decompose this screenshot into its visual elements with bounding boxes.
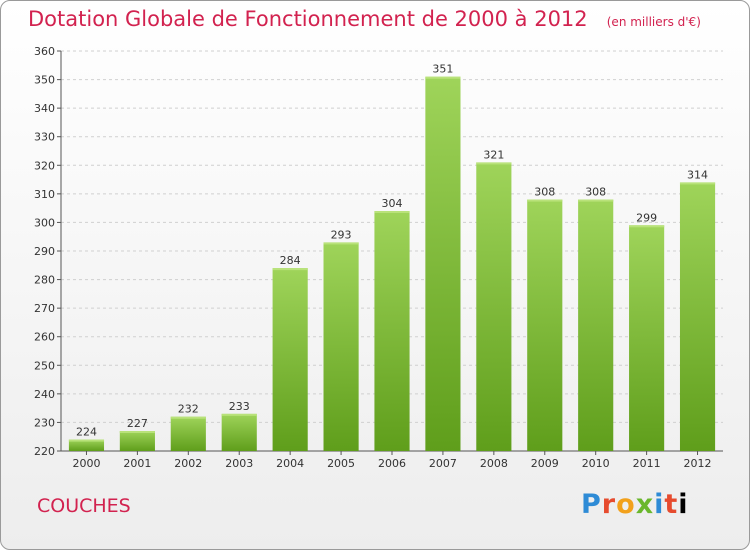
data-label: 304	[382, 197, 403, 210]
y-tick-label: 310	[34, 188, 55, 201]
data-label: 224	[76, 426, 97, 439]
y-tick-label: 350	[34, 74, 55, 87]
data-label: 321	[483, 148, 504, 161]
y-tick-label: 280	[34, 274, 55, 287]
y-tick-label: 240	[34, 388, 55, 401]
y-tick-label: 290	[34, 245, 55, 258]
y-tick-label: 250	[34, 359, 55, 372]
chart-title: Dotation Globale de Fonctionnement de 20…	[28, 7, 588, 31]
x-tick-label: 2001	[123, 457, 151, 470]
y-tick-label: 220	[34, 445, 55, 458]
labels: 224 227 232 233 284 293 304 351 321 308 308 299 314	[76, 63, 708, 439]
x-tick-label: 2008	[480, 457, 508, 470]
bars	[68, 76, 716, 451]
x-tick-label: 2011	[633, 457, 661, 470]
logo-letter: o	[616, 489, 636, 520]
bar-highlight	[629, 225, 665, 228]
y-tick-label: 300	[34, 216, 55, 229]
x-tick-label: 2007	[429, 457, 457, 470]
y-tick-label: 340	[34, 102, 55, 115]
data-label: 308	[534, 186, 555, 199]
bar	[527, 199, 563, 451]
data-label: 308	[585, 186, 606, 199]
bar	[476, 162, 512, 451]
bar	[221, 413, 257, 451]
data-label: 232	[178, 403, 199, 416]
logo-letter: i	[678, 489, 689, 520]
y-tick-label: 330	[34, 131, 55, 144]
logo-letter: P	[581, 489, 602, 520]
x-tick-label: 2005	[327, 457, 355, 470]
x-tick-label: 2009	[531, 457, 559, 470]
x-tick-label: 2010	[582, 457, 610, 470]
bar-highlight	[679, 182, 716, 185]
data-label: 314	[687, 168, 708, 181]
logo-letter: i	[654, 489, 665, 520]
chart-subtitle: (en milliers d'€)	[606, 15, 701, 29]
title-row: Dotation Globale de Fonctionnement de 20…	[28, 7, 701, 31]
data-label: 284	[280, 254, 301, 267]
bar-highlight	[323, 242, 359, 245]
bar	[119, 431, 155, 451]
y-tick-label: 260	[34, 331, 55, 344]
x-tick-label: 2003	[225, 457, 253, 470]
x-tick-label: 2000	[72, 457, 100, 470]
data-label: 293	[331, 228, 352, 241]
proxiti-logo[interactable]: Proxiti	[581, 489, 689, 520]
data-label: 227	[127, 417, 148, 430]
bar	[323, 242, 359, 451]
bar-highlight	[578, 199, 614, 202]
logo-letter: r	[601, 489, 617, 520]
x-tick-label: 2004	[276, 457, 304, 470]
bar-highlight	[425, 76, 461, 79]
bar	[374, 211, 410, 451]
data-label: 351	[432, 63, 453, 76]
bar	[272, 268, 308, 451]
bar	[425, 76, 461, 451]
bar	[629, 225, 665, 451]
bar-highlight	[374, 211, 410, 213]
bar	[68, 439, 105, 451]
bar-highlight	[221, 413, 257, 416]
data-label: 299	[636, 211, 657, 224]
bar-highlight	[527, 199, 563, 202]
bar-highlight	[170, 416, 206, 419]
x-tick-label: 2012	[684, 457, 712, 470]
y-tick-label: 270	[34, 302, 55, 315]
bar	[679, 182, 716, 451]
bar-highlight	[68, 439, 105, 442]
bar-highlight	[119, 431, 155, 433]
bar	[578, 199, 614, 451]
commune-name: COUCHES	[37, 495, 131, 517]
y-tick-label: 320	[34, 159, 55, 172]
y-tick-label: 230	[34, 416, 55, 429]
x-tick-label: 2006	[378, 457, 406, 470]
logo-letter: t	[664, 489, 679, 520]
y-tick-label: 360	[34, 45, 55, 58]
bar-highlight	[272, 268, 308, 271]
bar	[170, 416, 206, 451]
data-label: 233	[229, 400, 250, 413]
bar-highlight	[476, 162, 512, 165]
logo-letter: x	[635, 489, 655, 520]
x-tick-label: 2002	[174, 457, 202, 470]
